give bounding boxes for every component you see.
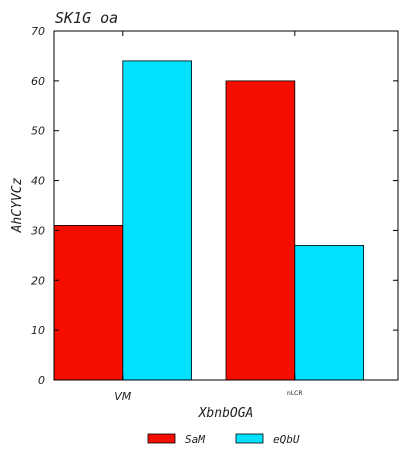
y-tick-label-10: 10 — [31, 324, 45, 337]
legend-swatch-eQbU — [235, 433, 264, 444]
chart-title: SK1G oa — [55, 9, 118, 27]
y-axis-ticks: 0 10 20 30 40 50 60 70 — [31, 25, 398, 387]
bars-group — [53, 60, 364, 381]
x-tick-label-nLCR: nLCR — [287, 390, 303, 397]
y-tick-label-0: 0 — [38, 374, 45, 387]
x-axis-ticks: VM nLCR — [114, 31, 303, 403]
bar-eQbU-nLCR — [294, 244, 364, 381]
y-tick-label-40: 40 — [31, 175, 45, 188]
bar-SaM-nLCR — [225, 80, 296, 381]
bar-eQbU-VM — [122, 60, 193, 381]
legend-label-eQbU: eQbU — [273, 433, 300, 446]
y-tick-label-50: 50 — [31, 125, 45, 138]
y-tick-label-60: 60 — [31, 75, 45, 88]
legend-label-SaM: SaM — [185, 433, 205, 446]
y-tick-label-70: 70 — [31, 25, 45, 38]
x-tick-label-VM: VM — [114, 390, 132, 403]
y-tick-label-20: 20 — [31, 274, 45, 287]
legend: SaM eQbU — [147, 433, 300, 446]
plot-frame — [53, 30, 399, 381]
legend-swatch-SaM — [147, 433, 176, 444]
y-axis-label: AhCYVCz — [10, 177, 25, 233]
x-axis-label: XbnbOGA — [198, 406, 254, 421]
bar-SaM-VM — [53, 224, 124, 381]
y-tick-label-30: 30 — [31, 224, 45, 237]
